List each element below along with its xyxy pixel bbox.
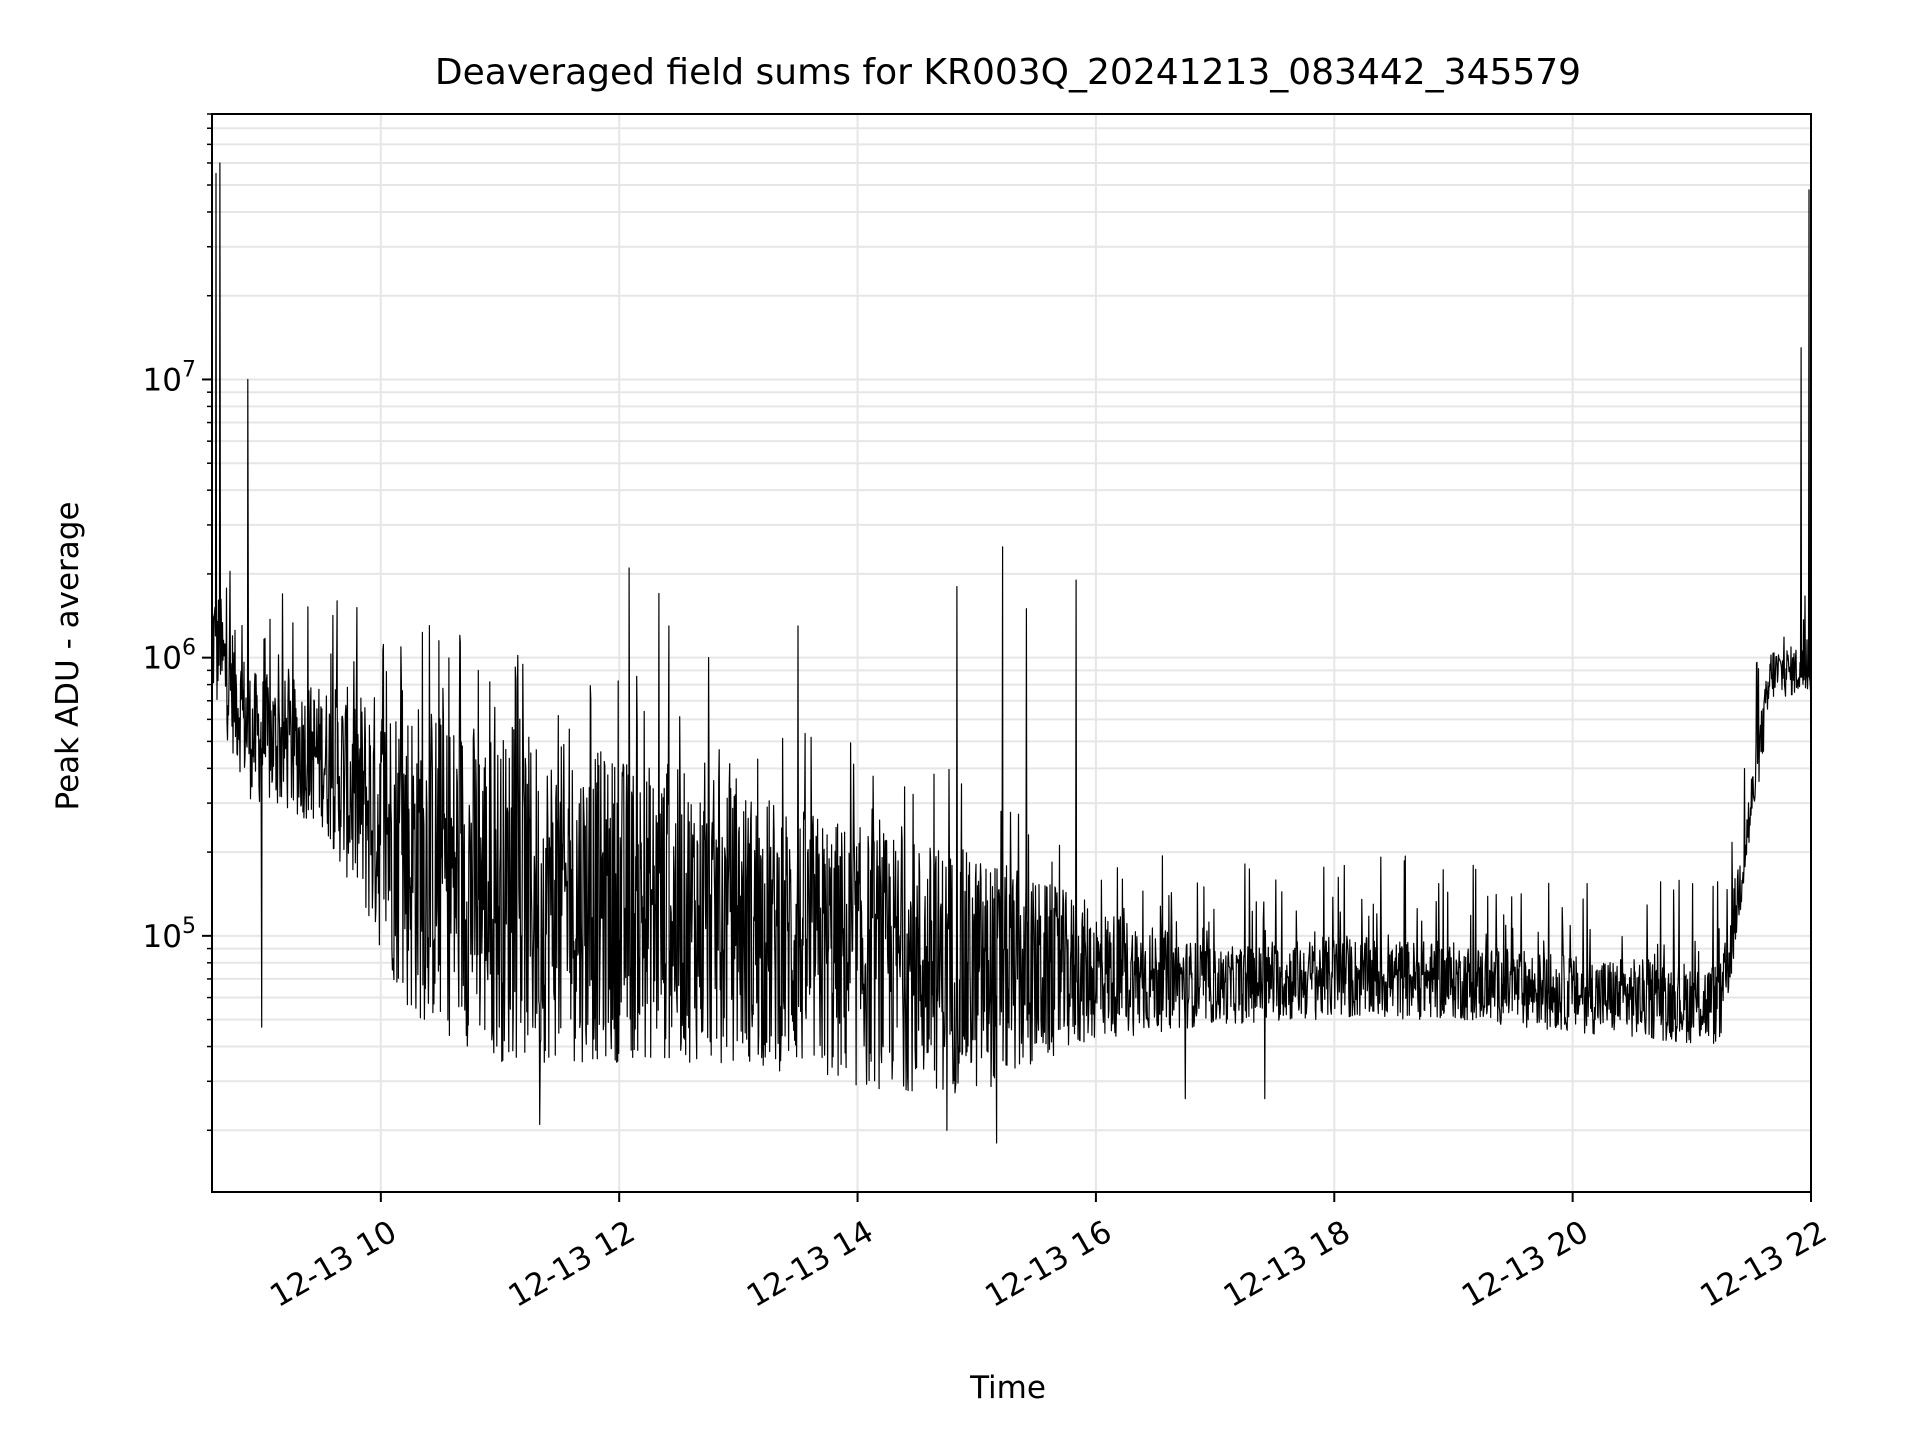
y-tick-label: 107 bbox=[143, 357, 196, 398]
y-axis-label: Peak ADU - average bbox=[50, 501, 86, 810]
y-tick-label: 106 bbox=[143, 636, 196, 677]
chart-title: Deaveraged field sums for KR003Q_2024121… bbox=[435, 52, 1581, 93]
y-axis: 105 106 107 bbox=[143, 113, 212, 1132]
x-axis-label: Time bbox=[969, 1370, 1046, 1406]
x-axis: 12-13 10 12-13 12 12-13 14 12-13 16 12-13 18… bbox=[264, 1192, 1833, 1315]
x-tick-label: 12-13 10 bbox=[264, 1214, 403, 1315]
x-tick-label: 12-13 20 bbox=[1456, 1214, 1595, 1315]
x-tick-label: 12-13 18 bbox=[1218, 1214, 1357, 1315]
y-tick-label: 105 bbox=[143, 914, 196, 955]
x-tick-label: 12-13 22 bbox=[1694, 1214, 1833, 1315]
plot-frame bbox=[211, 113, 1812, 1193]
series-line bbox=[211, 162, 1812, 1144]
series-path bbox=[211, 162, 1812, 1144]
x-tick-label: 12-13 16 bbox=[979, 1214, 1118, 1315]
x-tick-label: 12-13 14 bbox=[741, 1214, 880, 1315]
x-tick-label: 12-13 12 bbox=[502, 1214, 641, 1315]
